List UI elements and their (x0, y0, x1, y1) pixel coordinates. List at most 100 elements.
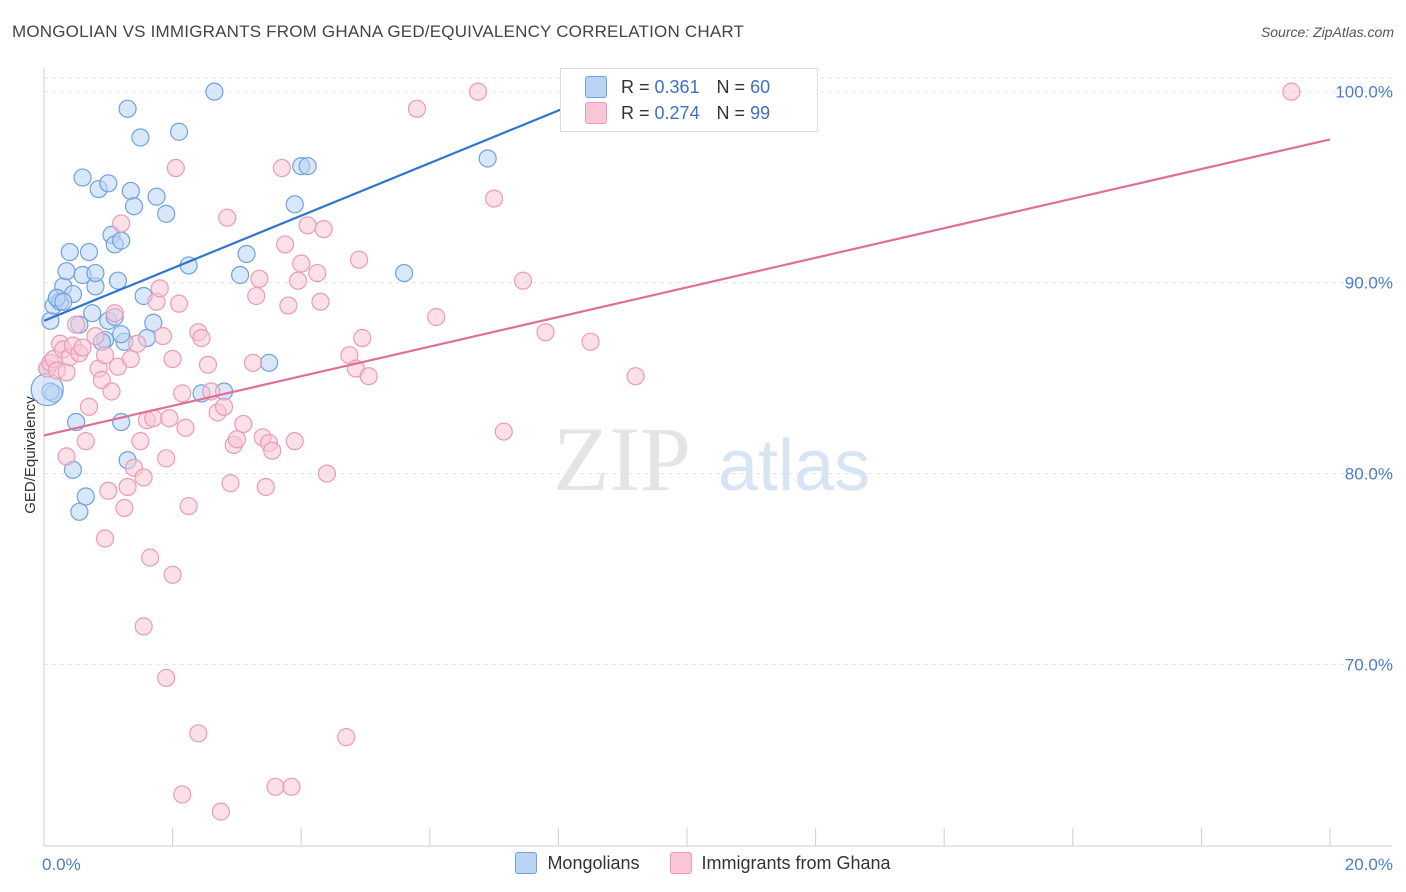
point-ghana (218, 208, 237, 227)
point-ghana (276, 235, 295, 254)
point-mongolians (108, 271, 128, 290)
legend-r-label: R = (621, 76, 650, 97)
point-ghana (57, 447, 76, 466)
point-mongolians (70, 502, 89, 521)
point-mongolians (231, 265, 250, 285)
series-legend: Mongolians Immigrants from Ghana (0, 852, 1406, 874)
point-mongolians (118, 99, 137, 118)
point-ghana (211, 802, 230, 821)
point-mongolians (99, 174, 118, 193)
point-ghana (99, 481, 118, 500)
point-ghana (86, 326, 105, 346)
point-ghana (298, 216, 317, 235)
point-ghana (95, 529, 115, 548)
point-mongolians (112, 325, 131, 344)
point-ghana (349, 250, 369, 269)
point-ghana (279, 296, 298, 315)
point-mongolians (147, 187, 166, 206)
legend-n-label: N = (716, 76, 746, 97)
point-ghana (1282, 82, 1301, 101)
point-ghana (102, 382, 121, 401)
point-mongolians (121, 181, 140, 201)
point-ghana (134, 617, 153, 636)
point-ghana (192, 328, 211, 348)
x-tick-label: 20.0% (1345, 855, 1393, 874)
point-mongolians (86, 263, 105, 283)
point-ghana (73, 338, 92, 357)
point-ghana (288, 271, 308, 290)
point-ghana (485, 189, 504, 208)
y-axis-title: GED/Equivalency (22, 396, 39, 514)
point-ghana (407, 99, 427, 118)
point-mongolians (83, 304, 102, 323)
point-mongolians (298, 157, 317, 176)
point-ghana (243, 353, 263, 372)
point-ghana (285, 432, 304, 451)
y-tick-labels: 70.0% 80.0% 90.0% 100.0% (1335, 83, 1393, 675)
x-tick-label: 0.0% (42, 855, 81, 874)
point-ghana (140, 548, 160, 567)
point-ghana (311, 292, 330, 311)
point-ghana (256, 477, 275, 497)
point-ghana (153, 326, 173, 346)
point-ghana (221, 474, 240, 493)
legend-row-ghana: R = 0.274 N = 99 (585, 100, 770, 126)
point-ghana (57, 363, 76, 382)
point-mongolians (144, 313, 163, 332)
gridlines (44, 77, 1392, 666)
legend-item-mongolians: Mongolians (515, 852, 640, 874)
y-tick-label: 90.0% (1345, 274, 1393, 293)
series-mongolians-points (30, 82, 497, 521)
point-ghana (282, 777, 301, 796)
point-ghana (198, 355, 218, 374)
axes (43, 68, 1392, 847)
point-mongolians (60, 242, 79, 262)
point-mongolians (169, 122, 189, 141)
legend-swatch-pink (585, 102, 607, 124)
point-ghana (173, 785, 192, 804)
legend-n-label: N = (716, 102, 746, 123)
legend-n-value-mongolians: 60 (750, 76, 771, 97)
legend-item-ghana: Immigrants from Ghana (669, 852, 891, 874)
point-ghana (214, 397, 234, 416)
point-ghana (234, 414, 253, 434)
point-ghana (157, 449, 176, 468)
point-ghana (163, 565, 182, 584)
point-ghana (118, 477, 137, 497)
watermark-atlas: atlas (718, 426, 870, 506)
watermark: ZIP atlas (553, 408, 870, 510)
point-ghana (266, 777, 285, 796)
legend-label-mongolians: Mongolians (547, 852, 640, 873)
point-ghana (359, 367, 378, 386)
point-mongolians (73, 168, 92, 187)
point-ghana (112, 214, 131, 233)
x-tick-labels: 0.0% 20.0% (42, 855, 1393, 874)
legend-r-value-mongolians: 0.361 (654, 76, 700, 97)
point-ghana (314, 220, 333, 239)
point-mongolians (285, 195, 304, 214)
trend-lines (43, 96, 1331, 437)
point-ghana (292, 254, 311, 273)
point-ghana (536, 323, 555, 342)
point-ghana (250, 269, 269, 288)
point-mongolians (79, 242, 99, 262)
point-mongolians (112, 231, 131, 250)
point-ghana (134, 468, 153, 487)
chart-title: MONGOLIAN VS IMMIGRANTS FROM GHANA GED/E… (12, 22, 745, 41)
legend-row-mongolians: R = 0.361 N = 60 (585, 74, 770, 100)
legend-r-label: R = (621, 102, 650, 123)
point-ghana (169, 294, 189, 313)
y-tick-label: 100.0% (1335, 83, 1393, 102)
point-ghana (157, 668, 176, 688)
point-ghana (173, 384, 192, 403)
point-ghana (105, 304, 124, 323)
point-ghana (121, 349, 140, 369)
point-ghana (163, 349, 182, 369)
correlation-legend: R = 0.361 N = 60 R = 0.274 N = 99 (560, 68, 818, 132)
point-ghana (76, 432, 95, 451)
point-ghana (189, 724, 208, 743)
point-ghana (468, 82, 488, 101)
point-ghana (626, 367, 645, 386)
point-mongolians (124, 197, 144, 216)
